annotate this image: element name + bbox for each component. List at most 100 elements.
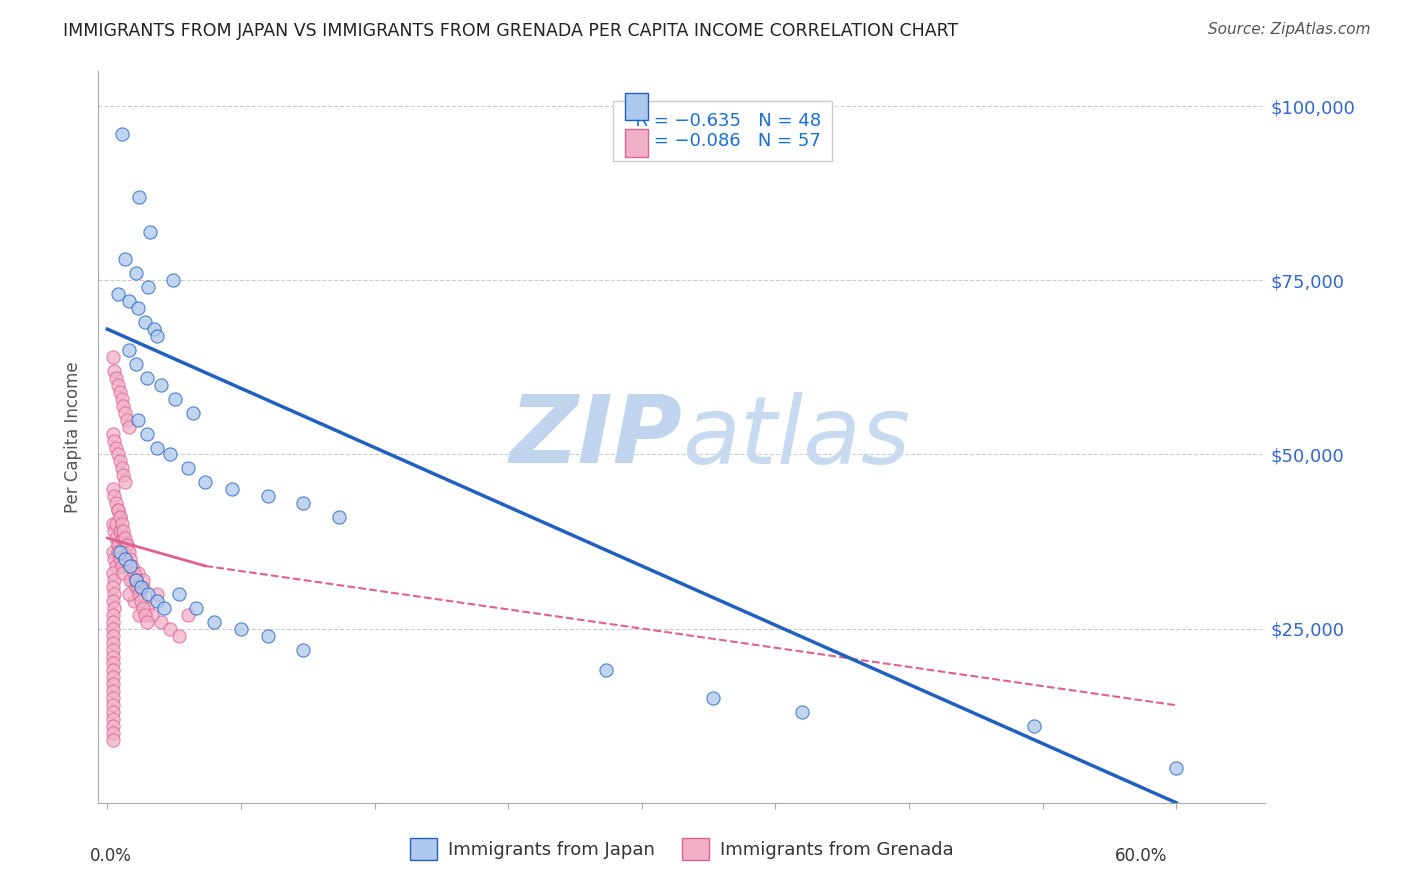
Point [120, 573, 142, 587]
Point [153, 600, 176, 615]
Point [110, 552, 132, 566]
Point [118, 587, 141, 601]
Point [107, 503, 129, 517]
Point [125, 266, 148, 280]
Point [1022, 719, 1045, 733]
Point [118, 419, 141, 434]
Point [108, 524, 131, 538]
Point [139, 225, 162, 239]
Point [136, 280, 159, 294]
Point [103, 364, 125, 378]
Point [149, 615, 172, 629]
Text: 0.0%: 0.0% [90, 847, 131, 864]
Text: R = −0.635   N = 48
  R = −0.086   N = 57: R = −0.635 N = 48 R = −0.086 N = 57 [623, 112, 821, 151]
Point [101, 664, 124, 678]
Point [101, 712, 124, 726]
Point [256, 489, 278, 503]
Point [101, 719, 124, 733]
Point [121, 573, 143, 587]
Point [292, 642, 315, 657]
Point [108, 384, 131, 399]
Point [103, 600, 125, 615]
Point [103, 524, 125, 538]
Point [105, 531, 128, 545]
Point [136, 587, 159, 601]
Point [103, 434, 125, 448]
Point [127, 412, 149, 426]
Point [108, 510, 131, 524]
Point [702, 691, 724, 706]
Bar [624, 93, 648, 120]
Point [118, 545, 141, 559]
Point [127, 566, 149, 580]
Point [146, 587, 169, 601]
Point [176, 461, 198, 475]
Point [115, 412, 138, 426]
Point [128, 190, 150, 204]
Point [328, 510, 350, 524]
Point [114, 475, 136, 490]
Point [101, 733, 124, 747]
Point [110, 392, 132, 406]
Point [101, 594, 124, 608]
Point [101, 691, 124, 706]
Point [105, 558, 128, 573]
Point [114, 531, 136, 545]
Point [256, 629, 278, 643]
Point [101, 350, 124, 364]
Point [114, 552, 136, 566]
Point [132, 580, 155, 594]
Point [125, 573, 148, 587]
Point [101, 545, 124, 559]
Point [159, 448, 181, 462]
Point [103, 573, 125, 587]
Point [101, 657, 124, 671]
Point [132, 573, 155, 587]
Point [112, 531, 135, 545]
Point [129, 580, 152, 594]
Point [141, 607, 163, 622]
Point [181, 406, 204, 420]
Point [110, 531, 132, 545]
Point [595, 664, 617, 678]
Point [108, 510, 131, 524]
Point [101, 629, 124, 643]
Point [120, 552, 142, 566]
Point [101, 426, 124, 441]
Point [101, 483, 124, 497]
Point [101, 726, 124, 740]
Point [125, 573, 148, 587]
Point [163, 392, 186, 406]
Bar [624, 129, 648, 157]
Point [112, 399, 135, 413]
Point [221, 483, 243, 497]
Point [107, 503, 129, 517]
Point [1166, 761, 1188, 775]
Point [149, 377, 172, 392]
Point [101, 580, 124, 594]
Point [101, 677, 124, 691]
Point [125, 357, 148, 371]
Point [112, 566, 135, 580]
Point [135, 426, 157, 441]
Point [127, 301, 149, 316]
Point [292, 496, 315, 510]
Point [103, 552, 125, 566]
Point [128, 607, 150, 622]
Point [229, 622, 252, 636]
Point [115, 538, 138, 552]
Legend: Immigrants from Japan, Immigrants from Grenada: Immigrants from Japan, Immigrants from G… [404, 830, 960, 867]
Point [202, 615, 225, 629]
Point [118, 294, 141, 309]
Point [110, 127, 132, 141]
Point [101, 705, 124, 719]
Text: IMMIGRANTS FROM JAPAN VS IMMIGRANTS FROM GRENADA PER CAPITA INCOME CORRELATION C: IMMIGRANTS FROM JAPAN VS IMMIGRANTS FROM… [63, 22, 959, 40]
Point [112, 524, 135, 538]
Point [101, 622, 124, 636]
Point [101, 670, 124, 684]
Point [107, 538, 129, 552]
Point [146, 329, 169, 343]
Point [101, 615, 124, 629]
Point [107, 545, 129, 559]
Point [107, 448, 129, 462]
